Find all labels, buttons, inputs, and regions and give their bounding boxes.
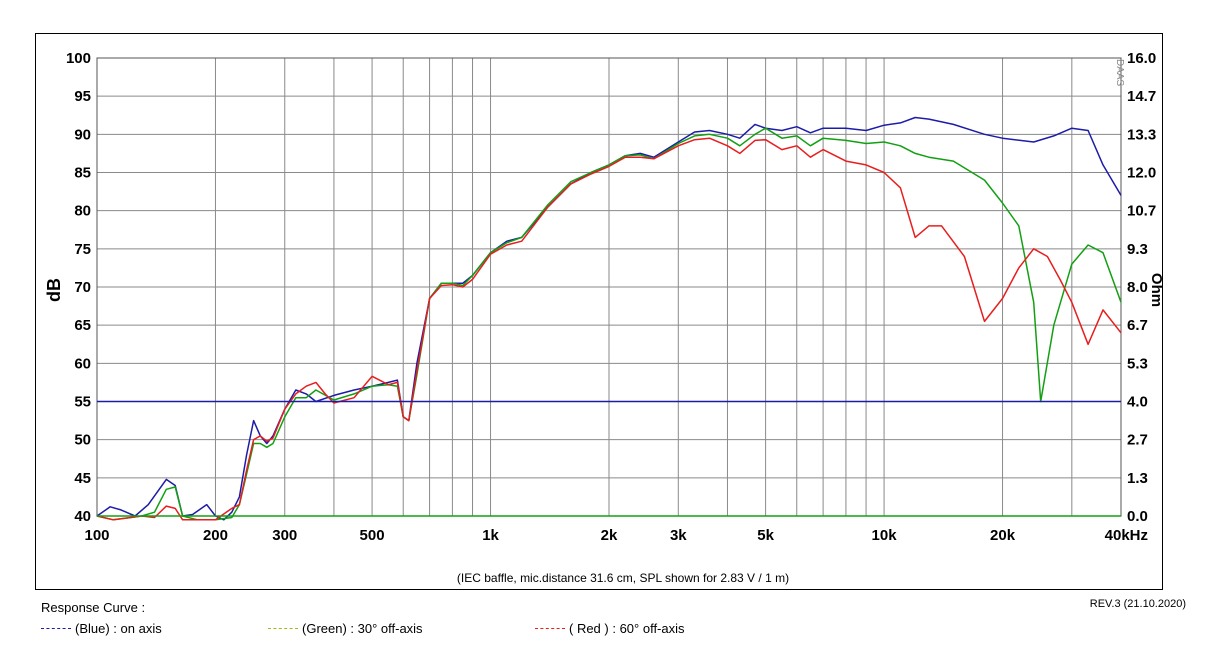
y2-tick-label: 6.7 bbox=[1127, 317, 1148, 334]
legend-item-red: ( Red ) : 60° off-axis bbox=[535, 621, 685, 636]
y2-tick-label: 16.0 bbox=[1127, 50, 1156, 67]
y2-axis-label: Ohm bbox=[1148, 273, 1164, 307]
legend-label-red: ( Red ) : 60° off-axis bbox=[569, 621, 685, 636]
y2-tick-label: 13.3 bbox=[1127, 126, 1156, 143]
y2-tick-label: 14.7 bbox=[1127, 88, 1156, 105]
legend-swatch-blue bbox=[41, 628, 71, 629]
y-tick-label: 60 bbox=[74, 355, 91, 372]
y2-tick-label: 4.0 bbox=[1127, 394, 1148, 411]
curve-1 bbox=[96, 127, 1122, 521]
chart-frame: 40 45 50 55 60 65 70 75 80 85 90 95 100 0.0 1.3 2.7 4.0 5… bbox=[35, 33, 1164, 590]
x-tick-label: 500 bbox=[360, 527, 385, 544]
legend-label-green: (Green) : 30° off-axis bbox=[302, 621, 423, 636]
x-tick-label: 40kHz bbox=[1105, 527, 1148, 544]
x-tick-label: 1k bbox=[482, 527, 499, 544]
x-tick-label: 3k bbox=[670, 527, 687, 544]
y-tick-label: 40 bbox=[74, 508, 91, 525]
y2-tick-label: 9.3 bbox=[1127, 241, 1148, 258]
x-tick-label: 300 bbox=[272, 527, 297, 544]
x-tick-label: 20k bbox=[990, 527, 1016, 544]
legend-item-green: (Green) : 30° off-axis bbox=[268, 621, 423, 636]
watermark: DAAS bbox=[1114, 59, 1125, 87]
y-tick-label: 50 bbox=[74, 432, 91, 449]
x-tick-label: 200 bbox=[203, 527, 228, 544]
y-tick-label: 70 bbox=[74, 279, 91, 296]
y-tick-label: 95 bbox=[74, 88, 91, 105]
grid bbox=[96, 57, 1122, 517]
measurement-note: (IEC baffle, mic.distance 31.6 cm, SPL s… bbox=[457, 571, 789, 585]
legend-title: Response Curve : bbox=[41, 600, 146, 615]
y2-tick-label: 2.7 bbox=[1127, 432, 1148, 449]
y2-tick-label: 12.0 bbox=[1127, 165, 1156, 182]
axes: 40 45 50 55 60 65 70 75 80 85 90 95 100 0.0 1.3 2.7 4.0 5… bbox=[66, 50, 1156, 544]
y-tick-label: 80 bbox=[74, 203, 91, 220]
legend-swatch-red bbox=[535, 628, 565, 629]
x-tick-label: 2k bbox=[601, 527, 618, 544]
y2-tick-label: 10.7 bbox=[1127, 203, 1156, 220]
legend-item-blue: (Blue) : on axis bbox=[41, 621, 162, 636]
legend-swatch-green bbox=[268, 628, 298, 629]
curve-2 bbox=[96, 137, 1122, 521]
curves bbox=[96, 116, 1122, 521]
revision-label: REV.3 (21.10.2020) bbox=[1089, 598, 1186, 610]
x-tick-label: 5k bbox=[757, 527, 774, 544]
y2-tick-label: 8.0 bbox=[1127, 279, 1148, 296]
y-axis-label: dB bbox=[44, 278, 64, 302]
x-tick-label: 10k bbox=[872, 527, 898, 544]
y-tick-label: 65 bbox=[74, 317, 91, 334]
y-tick-label: 55 bbox=[74, 394, 91, 411]
y-tick-label: 75 bbox=[74, 241, 91, 258]
y-tick-label: 100 bbox=[66, 50, 91, 67]
y2-tick-label: 0.0 bbox=[1127, 508, 1148, 525]
frequency-response-chart: 40 45 50 55 60 65 70 75 80 85 90 95 100 0.0 1.3 2.7 4.0 5… bbox=[44, 50, 1164, 585]
y-tick-label: 90 bbox=[74, 126, 91, 143]
y-tick-label: 45 bbox=[74, 470, 91, 487]
legend-label-blue: (Blue) : on axis bbox=[75, 621, 162, 636]
y-tick-label: 85 bbox=[74, 165, 91, 182]
y2-tick-label: 5.3 bbox=[1127, 355, 1148, 372]
y2-tick-label: 1.3 bbox=[1127, 470, 1148, 487]
x-tick-label: 100 bbox=[84, 527, 109, 544]
